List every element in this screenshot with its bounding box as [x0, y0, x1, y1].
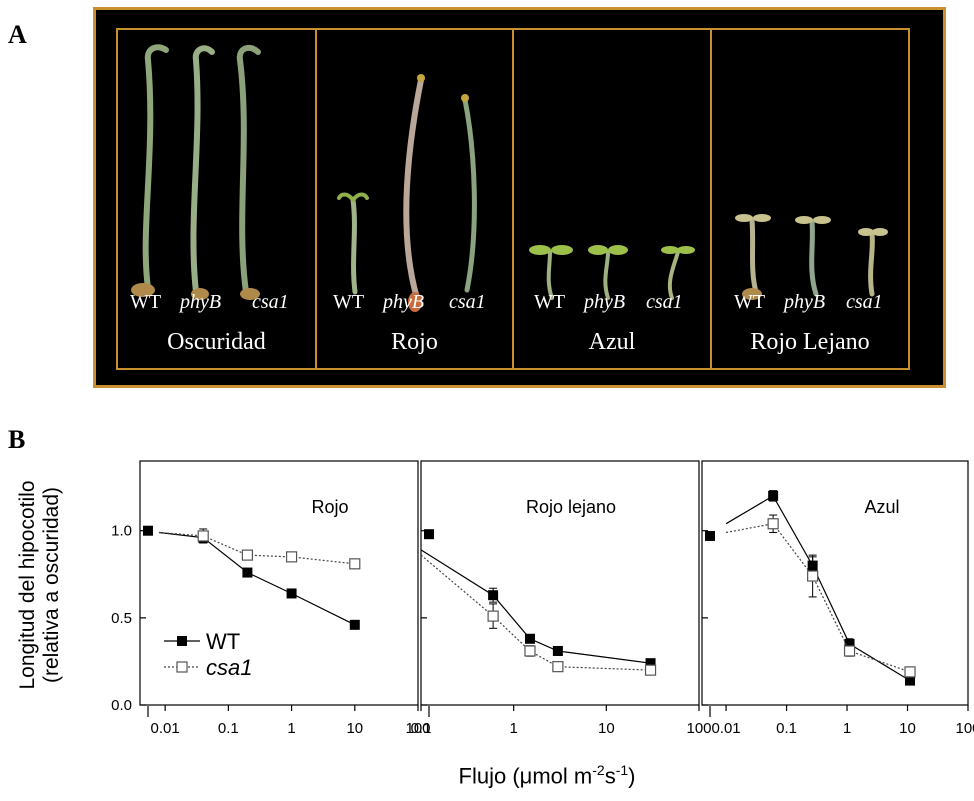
x-tick-label: 10	[346, 720, 363, 737]
data-point-wt	[905, 675, 916, 686]
genotype-label-phyb: phyB	[180, 291, 222, 313]
dark-control-point	[705, 530, 715, 541]
photo-cell-dark: WT phyB csa1 Oscuridad	[116, 28, 317, 370]
x-tick-label: 100	[405, 720, 430, 737]
seedling-photo: WT phyB csa1 Oscuridad WT phyB csa1 Rojo	[93, 7, 946, 388]
data-point-csa1	[904, 666, 916, 678]
series-line-wt	[420, 549, 651, 664]
x-tick-label: 0.1	[411, 720, 432, 737]
data-point-csa1	[524, 645, 536, 657]
genotype-label-phyb: phyB	[784, 291, 826, 313]
x-tick-label: 0.01	[711, 720, 740, 737]
data-point-wt	[488, 590, 499, 601]
x-axis-title-unit1: mol m	[532, 763, 593, 789]
chart-title: Rojo	[311, 497, 348, 517]
plot-frame	[701, 460, 969, 706]
x-axis-title-prefix: Flujo (	[458, 763, 520, 789]
plot-frame	[139, 460, 419, 706]
seedlings-blue-drawing	[529, 245, 695, 300]
x-axis-title-mu: μ	[519, 763, 533, 789]
y-tick-label: 0.5	[111, 610, 132, 627]
x-tick-label: 0.1	[218, 720, 239, 737]
genotype-label-csa1: csa1	[646, 291, 683, 313]
genotype-label-wt: WT	[130, 291, 162, 313]
x-axis-title-sup1: -2	[592, 762, 605, 778]
x-tick-label: 1	[843, 720, 851, 737]
seedlings-red-drawing	[337, 74, 477, 312]
plot-frame	[420, 460, 700, 706]
legend-marker-csa1	[176, 661, 188, 673]
y-tick-label: 0.0	[111, 697, 132, 714]
genotype-label-wt: WT	[534, 291, 566, 313]
data-point-csa1	[843, 645, 856, 657]
seedlings-farred-drawing	[735, 214, 888, 300]
y-tick-label: 1.0	[111, 523, 132, 540]
seedlings-dark-drawing	[131, 44, 261, 300]
genotype-label-csa1: csa1	[846, 291, 883, 313]
panel-a-letter: A	[8, 20, 27, 49]
data-point-wt	[349, 619, 360, 630]
photo-cell-farred: WT phyB csa1 Rojo Lejano	[710, 28, 910, 370]
genotype-label-csa1: csa1	[252, 291, 289, 313]
x-tick-label: 10	[598, 720, 615, 737]
data-point-csa1	[552, 661, 564, 673]
series-line-csa1	[158, 531, 355, 565]
chart-title: Azul	[864, 497, 899, 517]
x-tick-label: 1	[287, 720, 295, 737]
genotype-label-csa1: csa1	[449, 291, 486, 313]
genotype-label-wt: WT	[333, 291, 365, 313]
data-point-wt	[645, 658, 656, 669]
x-tick-label: 10	[899, 720, 916, 737]
data-point-wt	[524, 633, 535, 644]
data-point-csa1	[767, 518, 779, 530]
data-point-wt	[286, 588, 297, 599]
series-line-wt	[158, 531, 356, 626]
x-axis-title: Flujo (μmol m-2s-1)	[0, 762, 974, 789]
dark-control-point	[424, 529, 434, 540]
data-point-csa1	[807, 570, 819, 582]
data-point-csa1	[487, 610, 499, 622]
data-point-csa1	[349, 558, 361, 570]
x-tick-label: 0.01	[151, 720, 180, 737]
condition-label-blue: Azul	[588, 329, 636, 355]
condition-label-dark: Oscuridad	[167, 329, 266, 355]
genotype-label-phyb: phyB	[383, 291, 425, 313]
legend-label-wt: WT	[206, 629, 240, 654]
series-line-csa1	[725, 523, 911, 673]
x-tick-label: 1	[509, 720, 517, 737]
x-axis-title-suffix: )	[628, 763, 636, 789]
x-tick-label: 0.1	[776, 720, 797, 737]
data-point-csa1	[241, 549, 253, 561]
legend-label-csa1: csa1	[206, 655, 252, 680]
x-axis-title-unit2: s	[604, 763, 616, 789]
chart-title: Rojo lejano	[526, 497, 616, 517]
data-point-csa1	[644, 664, 657, 676]
data-point-csa1	[285, 551, 298, 563]
x-tick-label: 100	[686, 720, 711, 737]
condition-label-red: Rojo	[391, 329, 438, 355]
data-point-wt	[844, 639, 855, 649]
genotype-label-wt: WT	[734, 291, 766, 313]
panel-b-letter: B	[8, 425, 26, 454]
data-point-wt	[768, 490, 779, 501]
data-point-csa1	[197, 530, 209, 542]
dark-control-point	[143, 525, 153, 536]
x-axis-title-sup2: -1	[615, 762, 629, 778]
legend-marker-wt	[177, 636, 187, 646]
series-line-wt	[725, 495, 911, 682]
series-line-csa1	[420, 554, 651, 671]
genotype-label-phyb: phyB	[584, 291, 626, 313]
condition-label-farred: Rojo Lejano	[750, 329, 870, 355]
data-point-wt	[242, 567, 253, 578]
data-point-wt	[552, 645, 563, 656]
x-tick-label: 100	[955, 720, 974, 737]
